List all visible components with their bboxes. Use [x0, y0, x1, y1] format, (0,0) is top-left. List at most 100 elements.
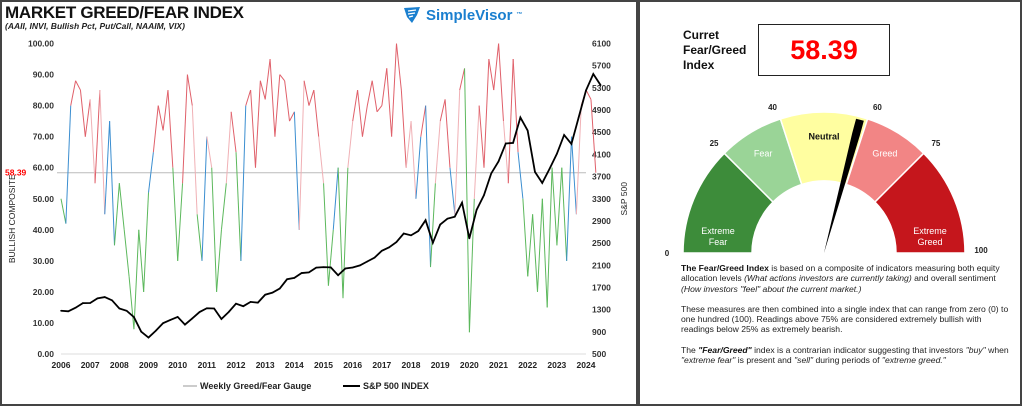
sp500-point [249, 301, 252, 303]
sp500-point [570, 143, 573, 145]
sp500-point [432, 241, 434, 244]
y-left-tick-label: 50.00 [33, 194, 55, 204]
x-tick-label: 2014 [285, 360, 304, 370]
gauge-tick-label: 75 [931, 139, 940, 148]
gauge-tick-label: 60 [873, 103, 882, 112]
x-tick-label: 2007 [81, 360, 100, 370]
sp500-point [585, 89, 587, 92]
sp500-point [89, 302, 91, 304]
y-left-tick-label: 80.00 [33, 101, 55, 111]
sp500-point [424, 219, 427, 222]
gauge-series-segment [527, 214, 534, 277]
gauge-segment-label: Fear [754, 149, 773, 159]
gauge-series-segment [133, 229, 140, 330]
sp500-point [257, 301, 259, 304]
gauge-series-segment [182, 74, 188, 184]
sp500-point [227, 311, 230, 313]
sp500-point [213, 307, 215, 310]
x-tick-label: 2021 [489, 360, 508, 370]
gauge-series-segment [138, 229, 145, 292]
simplevisor-logo: SimpleVisor ™ [402, 5, 522, 25]
gauge-series-segment [444, 99, 451, 168]
y-left-tick-label: 30.00 [33, 256, 55, 266]
gauge-series-segment [434, 121, 441, 184]
gauge-segment-label: Neutral [808, 132, 839, 142]
y-right-tick-label: 500 [592, 349, 606, 359]
gauge-series-segment [546, 167, 553, 308]
y-right-tick-label: 4900 [592, 105, 611, 115]
gauge-segment-label: Extreme [913, 226, 947, 236]
y-right-tick-label: 4100 [592, 149, 611, 159]
sp500-point [599, 84, 602, 86]
sp500-point [388, 246, 390, 249]
gauge-series-segment [556, 167, 563, 246]
gauge-series-segment [571, 136, 577, 215]
gauge-series-segment [196, 214, 203, 261]
y-right-tick-label: 4500 [592, 127, 611, 137]
y-left-tick-label: 10.00 [33, 318, 55, 328]
gauge-series-segment [206, 136, 213, 168]
y-right-tick-label: 1300 [592, 305, 611, 315]
sp500-point [96, 297, 99, 300]
gauge-series-segment [230, 111, 237, 153]
sp500-point [563, 134, 565, 136]
sp500-point [373, 256, 376, 259]
sp500-point [329, 266, 332, 269]
legend-label-sp500: S&P 500 INDEX [363, 381, 429, 391]
desc-paragraph-2: These measures are then combined into a … [681, 303, 1009, 335]
sp500-point [67, 310, 70, 313]
gauge-series-segment [323, 183, 329, 286]
y-left-tick-label: 40.00 [33, 225, 55, 235]
y-right-tick-label: 2100 [592, 260, 611, 270]
sp500-point [395, 241, 398, 243]
gauge-series-segment [473, 105, 480, 199]
y-right-tick-label: 5700 [592, 61, 611, 71]
lion-shield-icon [404, 7, 420, 23]
sp500-point [592, 73, 595, 75]
sp500-point [271, 291, 274, 294]
brand-name: SimpleVisor [426, 6, 513, 24]
gauge-series-segment [123, 229, 130, 277]
sp500-point [300, 272, 303, 274]
y-left-tick-label: 70.00 [33, 132, 55, 142]
sp500-point [337, 274, 339, 277]
sp500-point [278, 287, 281, 290]
sp500-point [264, 293, 266, 296]
gauge-series-segment [449, 167, 456, 215]
gauge-series-segment [376, 105, 383, 113]
gauge-series-segment [590, 99, 597, 173]
x-tick-label: 2020 [460, 360, 479, 370]
y-left-axis-title: BULLISH COMPOSITE [7, 174, 17, 263]
sp500-point [125, 309, 128, 312]
gauge-series-segment [225, 111, 232, 184]
gauge-segment-label: Extreme [701, 226, 735, 236]
gauge-series-segment [459, 68, 466, 91]
sp500-point [534, 171, 536, 173]
gauge-series-segment [216, 229, 222, 292]
gauge-series-segment [279, 74, 286, 82]
gauge-series-segment [415, 136, 422, 199]
gauge-series-segment [361, 105, 368, 137]
gauge-series-segment [201, 136, 208, 261]
gauge-series-segment [104, 121, 111, 215]
gauge-series-segment [410, 121, 417, 199]
gauge-segment-label: Greed [917, 237, 942, 247]
sp500-point [504, 142, 507, 145]
desc-paragraph-3: The "Fear/Greed" index is a contrarian i… [681, 344, 1009, 366]
gauge-tick-label: 100 [974, 246, 988, 255]
description: The Fear/Greed Index is based on a compo… [681, 263, 1011, 375]
sp500-point [497, 160, 500, 163]
gauge-panel [638, 0, 1022, 406]
gauge-series-segment [507, 59, 514, 184]
sp500-point [74, 306, 77, 309]
gauge-series-segment [366, 80, 373, 106]
sp500-point [220, 318, 223, 320]
sp500-point [235, 302, 237, 305]
sp500-point [381, 249, 383, 252]
gauge-series-segment [167, 90, 174, 168]
fear-greed-gauge: ExtremeFearFearNeutralGreedExtremeGreed0… [665, 103, 988, 258]
gauge-series-segment [289, 111, 295, 122]
gauge-series-segment [313, 90, 320, 137]
x-tick-label: 2011 [198, 360, 217, 370]
gauge-series-segment [386, 68, 393, 137]
